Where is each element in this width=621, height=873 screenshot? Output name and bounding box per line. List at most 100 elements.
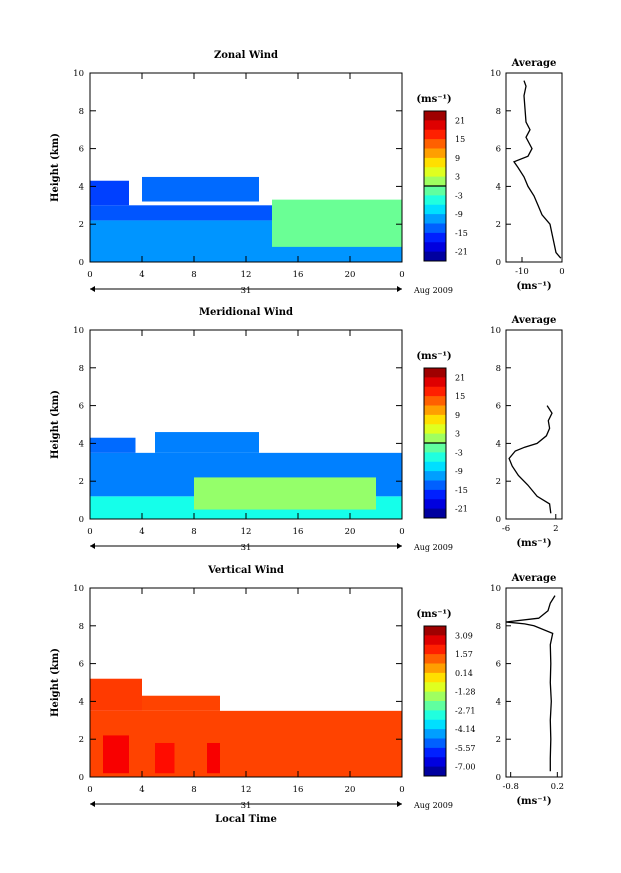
data-region (142, 176, 259, 202)
colorbar-tick-label: 9 (455, 411, 460, 420)
colorbar-tick-label: -15 (455, 229, 468, 238)
colorbar-band (424, 148, 446, 159)
y-tick-label: 6 (79, 660, 84, 670)
colorbar-band (424, 195, 446, 206)
colorbar-tick-label: 3 (455, 173, 460, 182)
x-tick-label: 4 (139, 527, 144, 537)
colorbar-band (424, 157, 446, 168)
colorbar-band (424, 489, 446, 500)
colorbar-band (424, 508, 446, 519)
average-x-tick-label: -6 (502, 524, 510, 534)
colorbar-band (424, 766, 446, 777)
colorbar-tick-label: 15 (455, 135, 465, 144)
colorbar-band (424, 204, 446, 215)
colorbar-band (424, 682, 446, 693)
colorbar-tick-label: -5.57 (455, 744, 476, 753)
colorbar-band (424, 223, 446, 234)
day-axis-arrow (397, 543, 402, 549)
data-region (194, 477, 376, 510)
average-x-tick-label: 0 (559, 267, 564, 277)
y-tick-label: 0 (79, 515, 84, 525)
colorbar-tick-label: -9 (455, 210, 463, 219)
average-y-tick-label: 2 (496, 220, 501, 230)
x-tick-label: 0 (399, 270, 404, 280)
average-x-tick-label: 0.2 (551, 782, 565, 792)
data-region (103, 735, 129, 774)
average-y-tick-label: 4 (496, 697, 501, 707)
day-axis-arrow (397, 286, 402, 292)
average-y-tick-label: 0 (496, 515, 501, 525)
panel-title: Meridional Wind (199, 307, 293, 318)
x-tick-label: 0 (87, 270, 92, 280)
colorbar-band (424, 757, 446, 768)
average-x-tick-label: -10 (515, 267, 529, 277)
colorbar-band (424, 120, 446, 131)
colorbar-band (424, 167, 446, 178)
average-y-tick-label: 8 (496, 622, 501, 632)
colorbar-band (424, 480, 446, 491)
colorbar-band (424, 499, 446, 510)
x-tick-label: 16 (293, 527, 304, 537)
x-tick-label: 0 (87, 785, 92, 795)
colorbar-tick-label: -3 (455, 448, 463, 457)
colorbar-band (424, 691, 446, 702)
day-axis-arrow (90, 286, 95, 292)
average-frame (505, 72, 563, 263)
colorbar-band (424, 386, 446, 397)
y-tick-label: 4 (79, 439, 84, 449)
x-tick-label: 20 (345, 785, 356, 795)
x-tick-label: 4 (139, 785, 144, 795)
x-axis-label: Local Time (215, 814, 277, 825)
y-axis-label: Height (km) (50, 133, 61, 202)
data-region (90, 437, 136, 453)
colorbar-band (424, 433, 446, 444)
x-tick-label: 20 (345, 270, 356, 280)
colorbar-tick-label: 15 (455, 392, 465, 401)
colorbar-band (424, 452, 446, 463)
y-tick-label: 0 (79, 258, 84, 268)
average-x-tick-label: 2 (553, 524, 558, 534)
x-tick-label: 16 (293, 785, 304, 795)
average-y-tick-label: 0 (496, 773, 501, 783)
average-frame (505, 587, 563, 778)
colorbar-tick-label: -15 (455, 486, 468, 495)
x-tick-label: 0 (399, 527, 404, 537)
average-y-tick-label: 10 (490, 69, 501, 79)
y-tick-label: 8 (79, 107, 84, 117)
y-tick-label: 6 (79, 402, 84, 412)
average-title: Average (511, 315, 557, 326)
colorbar-band (424, 232, 446, 243)
y-tick-label: 2 (79, 735, 84, 745)
colorbar-band (424, 635, 446, 646)
colorbar-band (424, 214, 446, 224)
y-tick-label: 10 (73, 326, 84, 336)
day-label: 31 (241, 801, 252, 811)
colorbar-band (424, 719, 446, 730)
colorbar-tick-label: -9 (455, 467, 463, 476)
colorbar-band (424, 710, 446, 721)
colorbar-band (424, 443, 446, 453)
y-axis-label: Height (km) (50, 648, 61, 717)
date-label: Aug 2009 (413, 543, 453, 552)
data-region (207, 742, 220, 774)
average-title: Average (511, 58, 557, 69)
x-tick-label: 16 (293, 270, 304, 280)
average-profile-line (505, 595, 556, 772)
colorbar-tick-label: -3 (455, 191, 463, 200)
colorbar-band (424, 176, 446, 187)
colorbar-tick-label: 3 (455, 430, 460, 439)
colorbar-unit: (ms⁻¹) (416, 94, 451, 105)
average-y-tick-label: 10 (490, 584, 501, 594)
colorbar-tick-label: 1.57 (455, 650, 473, 659)
colorbar-frame (423, 625, 447, 777)
average-y-tick-label: 6 (496, 145, 501, 155)
y-tick-label: 2 (79, 220, 84, 230)
average-y-tick-label: 6 (496, 402, 501, 412)
colorbar-band (424, 139, 446, 149)
colorbar-band (424, 414, 446, 425)
colorbar-tick-label: 9 (455, 154, 460, 163)
average-y-tick-label: 10 (490, 326, 501, 336)
day-axis-arrow (90, 543, 95, 549)
